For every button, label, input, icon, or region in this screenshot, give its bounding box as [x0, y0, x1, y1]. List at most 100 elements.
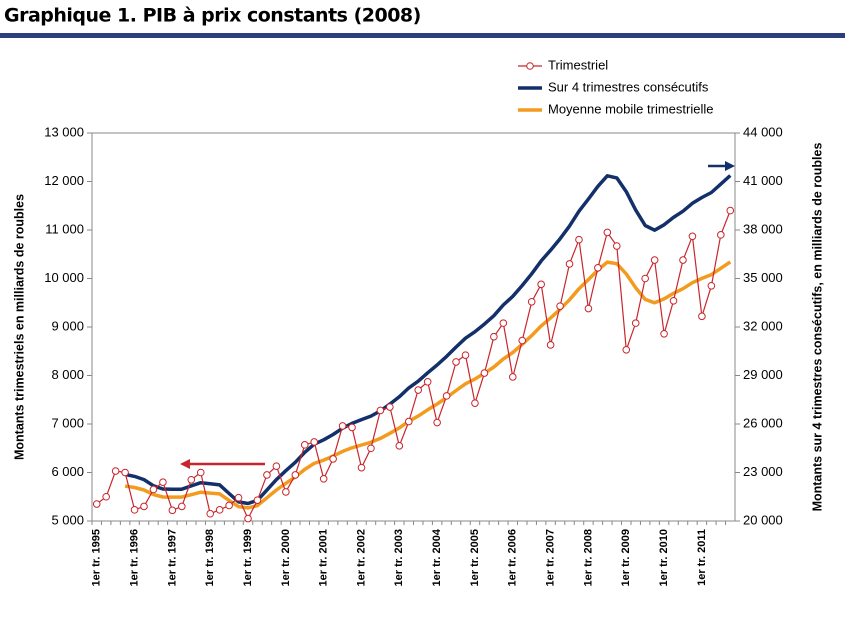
- data-point: [631, 319, 640, 327]
- data-point: [527, 297, 536, 306]
- data-point: [565, 260, 574, 268]
- y2-tick-label: 41 000: [743, 173, 783, 188]
- data-point: [149, 485, 158, 494]
- data-point: [225, 501, 233, 510]
- data-point: [423, 378, 432, 386]
- data-point: [111, 467, 120, 475]
- data-point: [669, 297, 678, 305]
- data-point: [168, 506, 177, 515]
- data-point: [300, 441, 309, 449]
- data-point: [546, 341, 555, 349]
- x-tick-label: 1er tr. 2011: [696, 529, 708, 586]
- data-point: [575, 235, 583, 244]
- data-point: [414, 386, 423, 394]
- data-point: [234, 493, 243, 502]
- data-point: [121, 468, 129, 477]
- data-point: [272, 462, 281, 470]
- y2-tick-label: 38 000: [743, 221, 783, 236]
- data-point: [518, 336, 527, 345]
- x-tick-label: 1er tr. 2009: [620, 529, 632, 587]
- x-tick-label: 1er tr. 1995: [91, 529, 103, 587]
- data-point: [178, 502, 186, 511]
- red-arrow: [180, 459, 265, 469]
- y-tick-label: 6 000: [51, 464, 84, 479]
- data-point: [698, 312, 706, 321]
- y-tick-label: 8 000: [51, 367, 84, 382]
- data-point: [603, 228, 612, 237]
- y2-tick-label: 32 000: [743, 318, 783, 333]
- data-point: [102, 492, 110, 501]
- x-tick-label: 1er tr. 2002: [355, 529, 367, 587]
- data-point: [348, 423, 356, 432]
- y-tick-label: 10 000: [44, 270, 84, 285]
- x-tick-label: 1er tr. 1996: [128, 529, 140, 587]
- legend-label: Trimestriel: [548, 57, 608, 72]
- title-rule: [0, 33, 845, 38]
- data-point: [263, 471, 271, 479]
- x-tick-label: 1er tr. 2007: [545, 529, 557, 587]
- data-point: [196, 468, 205, 477]
- y2-tick-label: 23 000: [743, 464, 783, 479]
- data-point: [622, 345, 631, 354]
- data-point: [650, 256, 659, 264]
- data-point: [319, 475, 328, 483]
- data-point: [291, 471, 300, 479]
- data-point: [594, 264, 602, 272]
- series-line: [96, 210, 731, 520]
- data-point: [641, 274, 649, 283]
- data-point: [206, 509, 214, 518]
- series-line: [124, 260, 732, 510]
- x-tick-label: 1er tr. 2000: [280, 529, 292, 587]
- y2-tick-label: 26 000: [743, 415, 783, 430]
- data-point: [508, 373, 517, 381]
- y2-axis-label: Montants sur 4 trimestres consécutifs, e…: [810, 143, 824, 512]
- data-point: [187, 475, 196, 484]
- data-point: [376, 406, 385, 415]
- data-point: [386, 403, 394, 411]
- data-point: [433, 418, 441, 427]
- data-point: [253, 496, 262, 504]
- y-tick-label: 12 000: [44, 173, 84, 188]
- data-point: [461, 351, 470, 359]
- legend-label: Moyenne mobile trimestrielle: [548, 101, 713, 116]
- y-tick-label: 9 000: [51, 318, 84, 333]
- y2-tick-label: 29 000: [743, 367, 783, 382]
- x-tick-label: 1er tr. 2008: [582, 529, 594, 587]
- y-tick-label: 7 000: [51, 415, 84, 430]
- data-point: [140, 502, 148, 511]
- data-point: [215, 506, 224, 514]
- x-tick-label: 1er tr. 1997: [166, 529, 178, 587]
- data-point: [490, 332, 498, 341]
- data-point: [159, 478, 167, 487]
- data-point: [357, 463, 366, 472]
- data-point: [442, 392, 451, 400]
- data-point: [404, 417, 413, 426]
- y-tick-label: 11 000: [45, 221, 84, 236]
- y2-tick-label: 44 000: [743, 124, 783, 139]
- x-tick-label: 1er tr. 2003: [393, 529, 405, 587]
- x-tick-label: 1er tr. 2006: [507, 529, 519, 587]
- data-point: [338, 422, 347, 430]
- y-axis-label: Montants trimestriels en milliards de ro…: [12, 194, 26, 460]
- data-point: [499, 319, 508, 327]
- x-tick-label: 1er tr. 2010: [658, 529, 670, 587]
- data-point: [130, 506, 139, 514]
- data-point: [613, 242, 621, 250]
- data-point: [584, 304, 593, 313]
- legend-label: Sur 4 trimestres consécutifs: [548, 79, 709, 94]
- y2-tick-label: 35 000: [743, 270, 783, 285]
- data-point: [367, 444, 375, 453]
- data-point: [329, 455, 337, 463]
- data-point: [395, 442, 404, 450]
- x-tick-label: 1er tr. 1999: [242, 529, 254, 587]
- data-point: [679, 256, 687, 264]
- data-point: [480, 369, 489, 377]
- data-point: [310, 438, 319, 446]
- blue-arrow: [708, 161, 735, 171]
- x-tick-label: 1er tr. 2004: [431, 528, 443, 586]
- data-point: [282, 488, 290, 496]
- y-tick-label: 13 000: [44, 124, 84, 139]
- data-point: [471, 399, 479, 407]
- data-point: [717, 231, 725, 239]
